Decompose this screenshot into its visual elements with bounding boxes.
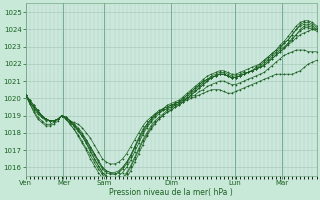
X-axis label: Pression niveau de la mer( hPa ): Pression niveau de la mer( hPa ) [109,188,233,197]
